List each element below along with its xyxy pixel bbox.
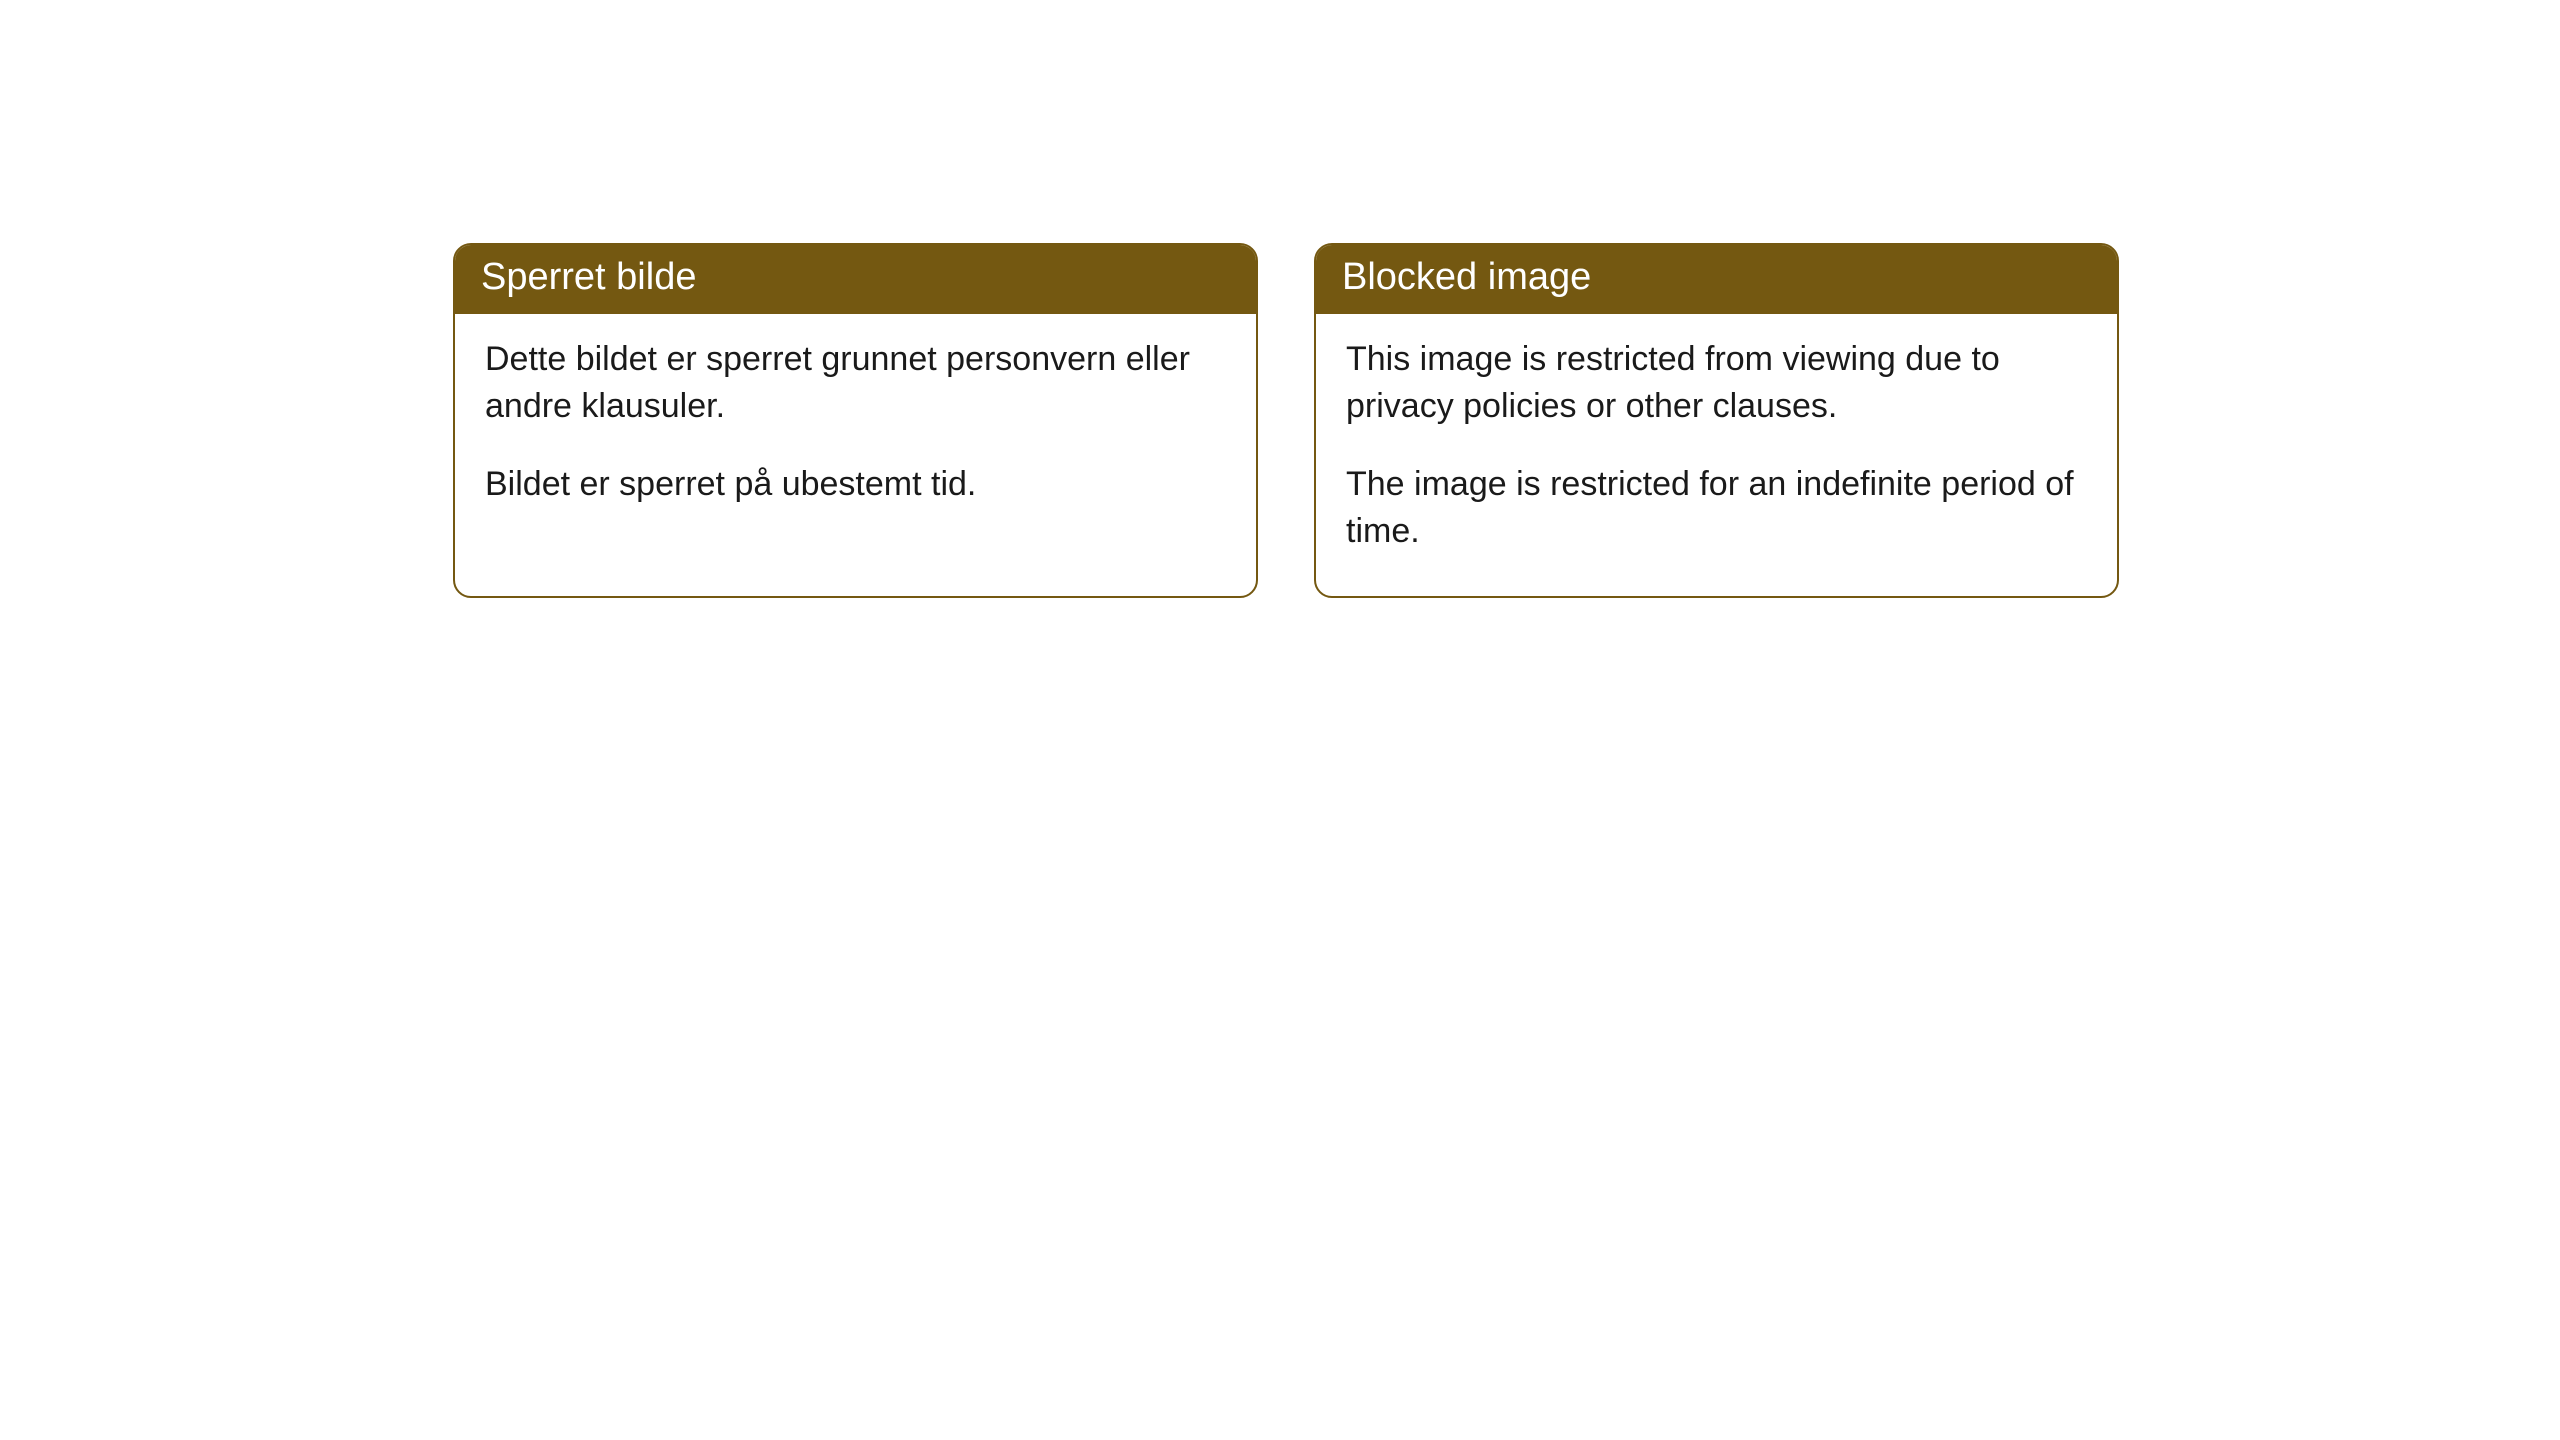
card-title-english: Blocked image [1316, 245, 2117, 314]
card-body-english: This image is restricted from viewing du… [1316, 314, 2117, 596]
card-title-norwegian: Sperret bilde [455, 245, 1256, 314]
cards-container: Sperret bilde Dette bildet er sperret gr… [453, 243, 2119, 598]
blocked-image-card-norwegian: Sperret bilde Dette bildet er sperret gr… [453, 243, 1258, 598]
card-paragraph-1-english: This image is restricted from viewing du… [1346, 336, 2087, 431]
card-body-norwegian: Dette bildet er sperret grunnet personve… [455, 314, 1256, 549]
card-paragraph-2-english: The image is restricted for an indefinit… [1346, 461, 2087, 556]
card-paragraph-1-norwegian: Dette bildet er sperret grunnet personve… [485, 336, 1226, 431]
card-paragraph-2-norwegian: Bildet er sperret på ubestemt tid. [485, 461, 1226, 509]
blocked-image-card-english: Blocked image This image is restricted f… [1314, 243, 2119, 598]
